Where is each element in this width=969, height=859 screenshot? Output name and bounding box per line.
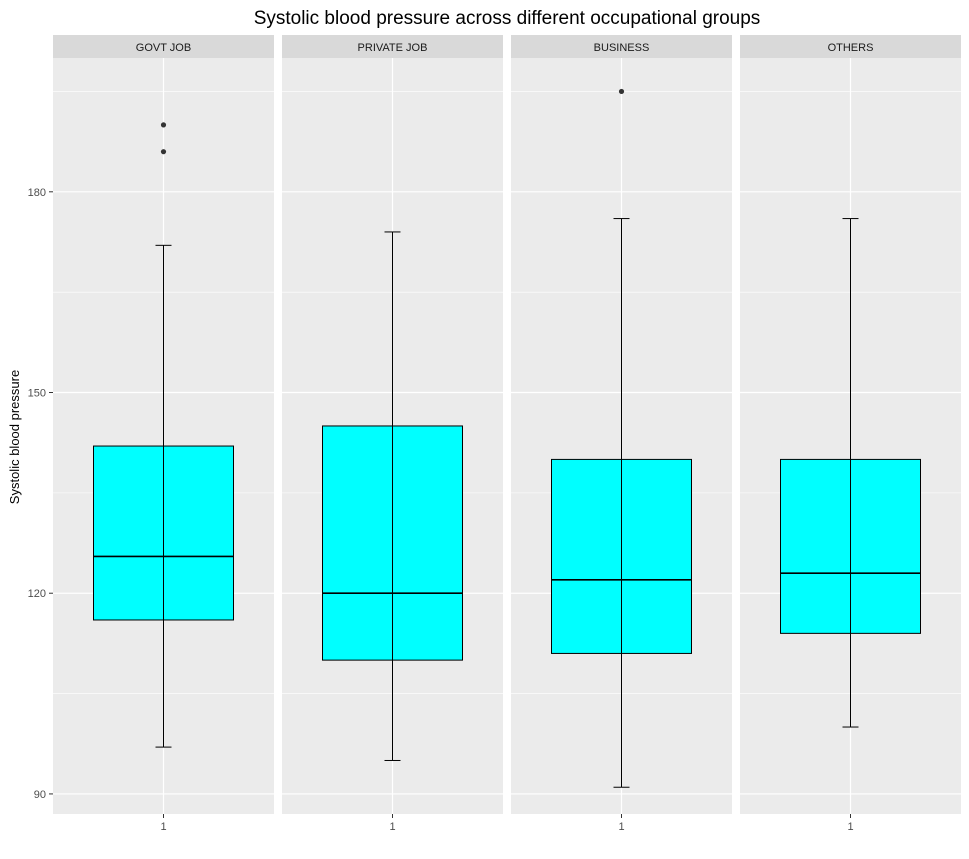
- y-tick-label: 90: [34, 789, 46, 801]
- facet-panel: GOVT JOB 1: [53, 35, 274, 833]
- chart-title: Systolic blood pressure across different…: [254, 8, 761, 29]
- x-tick-label: 1: [618, 821, 624, 833]
- y-axis-title: Systolic blood pressure: [7, 370, 22, 504]
- facet-strip: [511, 35, 732, 58]
- facet-strip-label: BUSINESS: [594, 42, 650, 54]
- facet-strip: [53, 35, 274, 58]
- facet-strip: [740, 35, 961, 58]
- outlier-point: [618, 88, 625, 95]
- facet-strip: [282, 35, 503, 58]
- y-tick-label: 120: [28, 588, 46, 600]
- facet-strip-label: OTHERS: [828, 42, 874, 54]
- facet-panel: PRIVATE JOB 1: [282, 35, 503, 833]
- facet-panel: OTHERS 1: [740, 35, 961, 833]
- x-tick-label: 1: [160, 821, 166, 833]
- y-tick-label: 180: [28, 187, 46, 199]
- x-tick-label: 1: [389, 821, 395, 833]
- outlier-point: [160, 122, 167, 128]
- facet-strip-label: PRIVATE JOB: [358, 42, 428, 54]
- outlier-point: [160, 149, 167, 155]
- facet-strip-label: GOVT JOB: [136, 42, 191, 54]
- facet-panels: GOVT JOB 1 PRIVATE JOB 1 BUSINESS 1 OTHERS 1: [53, 35, 961, 833]
- facet-panel: BUSINESS 1: [511, 35, 732, 833]
- x-tick-label: 1: [847, 821, 853, 833]
- y-axis: 90 120 150 180: [28, 187, 53, 801]
- y-tick-label: 150: [28, 388, 46, 400]
